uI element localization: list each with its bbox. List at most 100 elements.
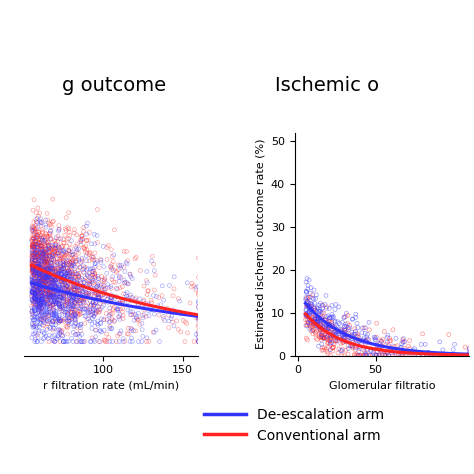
Point bbox=[62, 302, 69, 310]
Point bbox=[384, 349, 392, 357]
Point bbox=[42, 267, 49, 274]
Point bbox=[36, 277, 44, 285]
Point bbox=[46, 285, 53, 292]
Point bbox=[121, 279, 128, 287]
Point bbox=[63, 308, 71, 316]
Point bbox=[58, 254, 66, 262]
Point bbox=[160, 305, 168, 312]
Point bbox=[338, 319, 346, 326]
Point bbox=[100, 283, 108, 291]
Point bbox=[76, 322, 84, 329]
Point bbox=[60, 269, 68, 276]
Point bbox=[47, 264, 55, 272]
Point bbox=[195, 338, 202, 346]
Point bbox=[46, 247, 54, 255]
Point bbox=[37, 300, 45, 308]
Point bbox=[38, 309, 46, 317]
Point bbox=[46, 271, 54, 278]
Point bbox=[335, 330, 342, 338]
Point bbox=[352, 328, 359, 335]
Point bbox=[46, 232, 54, 240]
Point bbox=[34, 241, 42, 248]
Point bbox=[49, 267, 57, 275]
Point bbox=[351, 330, 358, 338]
Point bbox=[34, 278, 41, 285]
Point bbox=[38, 241, 46, 249]
Point bbox=[31, 253, 38, 261]
Point bbox=[109, 253, 116, 260]
Point bbox=[85, 251, 93, 258]
Point bbox=[95, 306, 103, 313]
Point bbox=[130, 327, 137, 335]
Point bbox=[151, 310, 158, 318]
Point bbox=[65, 285, 73, 292]
Point bbox=[306, 303, 313, 310]
Point bbox=[306, 302, 313, 310]
Point bbox=[35, 294, 42, 302]
Point bbox=[118, 300, 126, 307]
Point bbox=[70, 286, 77, 293]
Point bbox=[150, 328, 158, 336]
Point bbox=[324, 321, 332, 328]
Point bbox=[29, 265, 37, 273]
Point bbox=[310, 295, 318, 303]
Point bbox=[334, 318, 341, 326]
Point bbox=[53, 259, 60, 266]
Point bbox=[109, 315, 116, 323]
Point bbox=[64, 224, 72, 231]
Point bbox=[333, 332, 340, 340]
Point bbox=[50, 338, 58, 346]
Point bbox=[28, 259, 36, 267]
Point bbox=[110, 318, 118, 325]
Point bbox=[57, 277, 65, 285]
Point bbox=[100, 336, 108, 344]
Point bbox=[357, 336, 365, 344]
Point bbox=[40, 329, 48, 337]
Point bbox=[31, 282, 39, 290]
Point bbox=[38, 265, 46, 273]
Point bbox=[80, 269, 88, 277]
Point bbox=[28, 237, 36, 245]
Point bbox=[399, 352, 407, 359]
Point bbox=[35, 213, 42, 220]
Point bbox=[57, 293, 65, 301]
Point bbox=[55, 250, 62, 257]
Point bbox=[56, 326, 64, 334]
Point bbox=[28, 296, 36, 303]
Point bbox=[63, 236, 71, 243]
Point bbox=[36, 263, 44, 270]
Point bbox=[31, 254, 38, 262]
Point bbox=[309, 319, 317, 326]
Point bbox=[31, 260, 38, 268]
Point bbox=[63, 243, 70, 250]
Point bbox=[42, 257, 49, 265]
Point bbox=[46, 230, 53, 237]
Point bbox=[58, 275, 65, 283]
Point bbox=[387, 345, 394, 352]
Point bbox=[32, 248, 40, 256]
Point bbox=[347, 332, 355, 340]
Point bbox=[31, 249, 39, 257]
Point bbox=[386, 346, 393, 354]
Point bbox=[49, 244, 56, 251]
Point bbox=[423, 352, 431, 359]
Point bbox=[97, 255, 104, 263]
Point bbox=[30, 323, 37, 330]
Point bbox=[58, 252, 66, 259]
Point bbox=[321, 330, 329, 337]
Point bbox=[29, 259, 36, 266]
Point bbox=[40, 249, 47, 257]
Point bbox=[75, 273, 83, 281]
Point bbox=[54, 269, 61, 276]
Point bbox=[58, 270, 65, 277]
Point bbox=[41, 258, 48, 265]
Point bbox=[55, 301, 63, 308]
Point bbox=[61, 274, 68, 282]
Point bbox=[95, 294, 102, 301]
Point bbox=[352, 314, 359, 321]
Point bbox=[74, 291, 82, 298]
Point bbox=[303, 288, 310, 295]
Point bbox=[49, 292, 57, 300]
Point bbox=[59, 338, 67, 346]
Point bbox=[29, 297, 37, 305]
